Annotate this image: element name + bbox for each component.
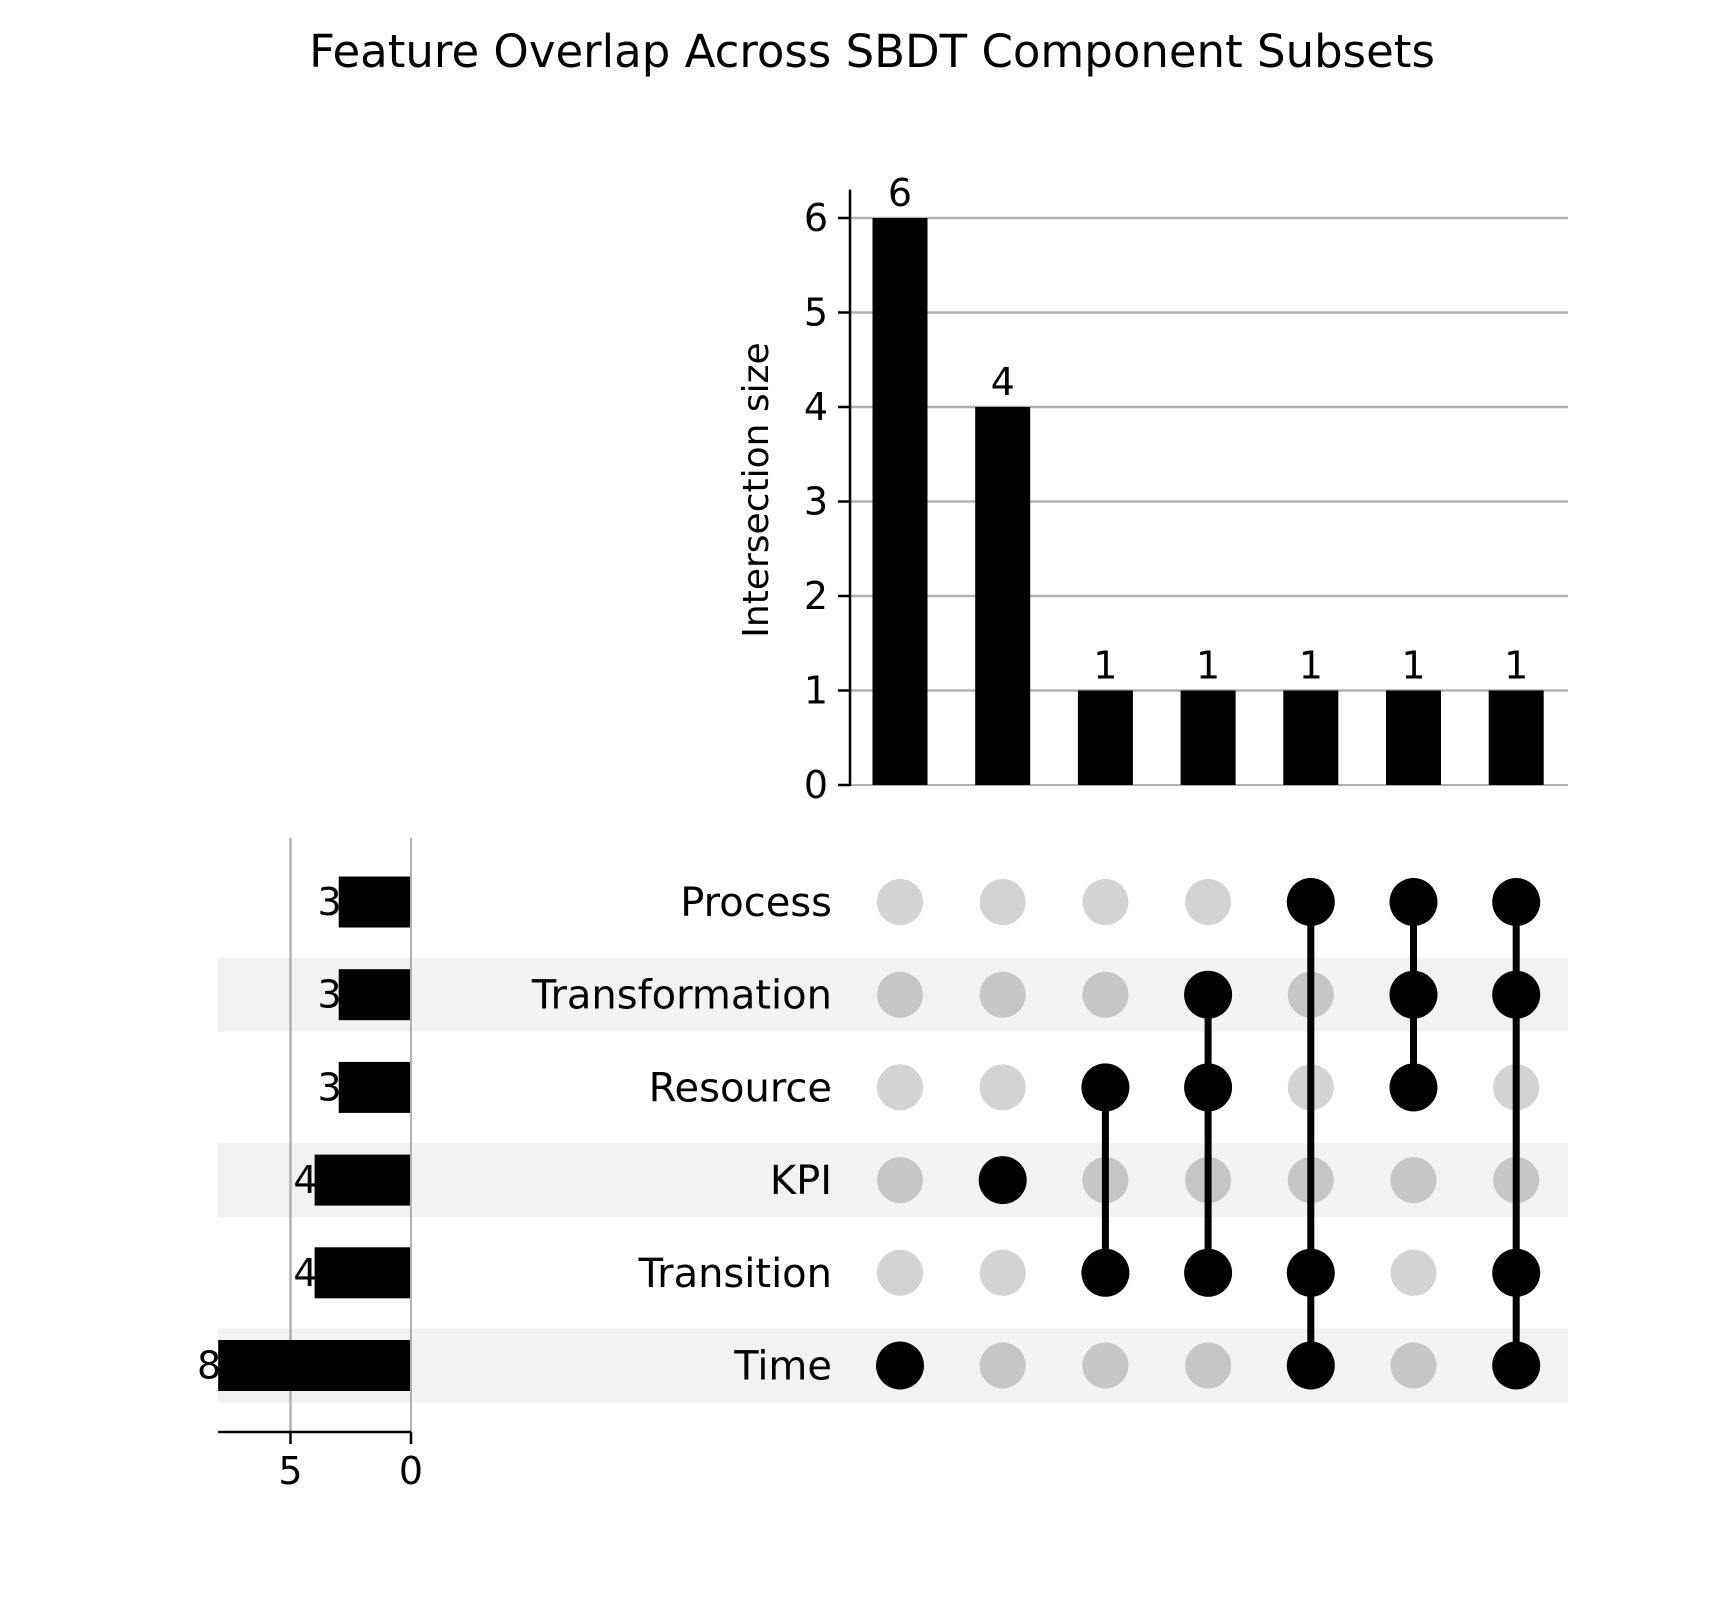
set-size-label: 3 [318, 973, 342, 1017]
active-dot [1492, 1248, 1541, 1297]
set-label: Transformation [531, 973, 832, 1019]
bar-value-label: 1 [1504, 644, 1528, 688]
set-size-label: 8 [197, 1344, 221, 1388]
membership-matrix [876, 878, 1541, 1390]
inactive-dot [1185, 1342, 1232, 1389]
active-dot [1184, 1248, 1233, 1297]
y-tick-label: 2 [804, 574, 828, 618]
set-label: Transition [638, 1251, 832, 1297]
active-dot [1081, 1248, 1130, 1297]
inactive-dot [1082, 971, 1129, 1018]
active-dot [1286, 878, 1335, 926]
inactive-dot [877, 1249, 923, 1296]
active-dot [876, 1341, 924, 1390]
inactive-dot [1082, 1342, 1129, 1389]
active-dot [1286, 1248, 1335, 1297]
set-size-label: 3 [318, 1065, 342, 1109]
inactive-dot [979, 1342, 1026, 1389]
inactive-dot [1390, 1249, 1437, 1296]
x-tick-label: 0 [399, 1449, 423, 1493]
set-size-bar [314, 1247, 411, 1299]
intersection-axis: 0 1 2 3 4 5 6 [804, 189, 852, 807]
bar-value-label: 1 [1196, 644, 1220, 688]
bar-value-label: 4 [991, 360, 1015, 404]
y-tick-label: 0 [804, 763, 828, 807]
active-dot [1492, 970, 1541, 1019]
inactive-dot [877, 879, 923, 925]
active-dot [1492, 878, 1541, 926]
intersection-bar [1283, 690, 1339, 785]
set-size-axis: 05 [218, 838, 423, 1493]
active-dot [1389, 878, 1438, 926]
active-dot [1286, 1341, 1335, 1390]
intersection-bar [975, 407, 1031, 785]
intersection-gridlines [850, 216, 1568, 786]
active-dot [1389, 970, 1438, 1019]
set-labels: Process Transformation Resource KPI Transiti… [531, 880, 832, 1390]
set-size-bars: 3 3 3 4 4 8 [197, 838, 411, 1432]
inactive-dot [1390, 1342, 1437, 1389]
bar-value-label: 1 [1401, 644, 1425, 688]
set-size-label: 4 [293, 1158, 317, 1202]
set-label: Time [733, 1344, 832, 1390]
y-tick-label: 4 [804, 385, 828, 429]
set-label: Resource [649, 1065, 832, 1111]
inactive-dot [1185, 879, 1232, 925]
set-label: Process [680, 880, 832, 926]
intersection-bar [1077, 690, 1133, 785]
active-dot [1492, 1341, 1541, 1390]
y-tick-label: 6 [804, 196, 828, 240]
set-label: KPI [770, 1158, 832, 1204]
inactive-dot [877, 1064, 923, 1111]
y-tick-label: 1 [804, 669, 828, 713]
intersection-bars: 6 4 1 1 1 1 1 [872, 171, 1544, 785]
intersection-bar [1488, 690, 1544, 785]
bar-value-label: 1 [1093, 644, 1117, 688]
inactive-dot [979, 1064, 1026, 1111]
set-size-bar [338, 969, 411, 1021]
active-dot [1081, 1063, 1130, 1112]
intersection-bar [1386, 690, 1441, 785]
set-size-bar [338, 1061, 411, 1113]
y-tick-label: 5 [804, 291, 828, 335]
active-dot [1389, 1063, 1438, 1112]
set-size-bar [218, 1340, 411, 1391]
bar-value-label: 1 [1299, 644, 1323, 688]
inactive-dot [877, 971, 923, 1018]
intersection-bar [872, 218, 928, 785]
set-size-bar [338, 876, 411, 928]
active-dot [1184, 1063, 1233, 1112]
y-axis-label: Intersection size [736, 342, 777, 637]
intersection-bar [1180, 690, 1236, 785]
active-dot [1184, 970, 1233, 1019]
bar-value-label: 6 [888, 171, 912, 215]
inactive-dot [1390, 1157, 1437, 1204]
set-size-label: 4 [293, 1251, 317, 1295]
chart-title: Feature Overlap Across SBDT Component Su… [309, 25, 1435, 78]
set-size-label: 3 [318, 880, 342, 924]
x-tick-label: 5 [278, 1449, 302, 1493]
inactive-dot [979, 1249, 1026, 1296]
active-dot [978, 1156, 1027, 1205]
inactive-dot [979, 971, 1026, 1018]
inactive-dot [1082, 879, 1129, 925]
y-tick-label: 3 [804, 480, 828, 524]
set-size-bar [314, 1154, 411, 1206]
inactive-dot [979, 879, 1026, 925]
inactive-dot [877, 1157, 923, 1204]
